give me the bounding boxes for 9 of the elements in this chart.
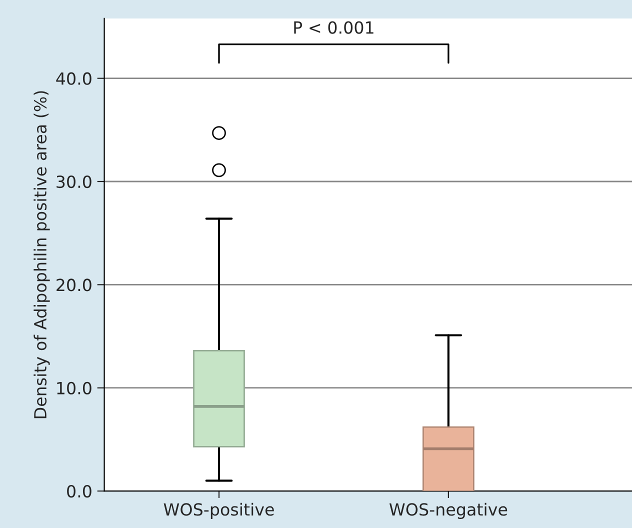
y-axis-title: Density of Adipophilin positive area (%) bbox=[34, 91, 50, 418]
y-tick-label: 30.0 bbox=[56, 175, 92, 188]
annotation: P < 0.001 bbox=[294, 21, 374, 34]
x-tick-label: WOS-positive bbox=[164, 502, 274, 519]
y-tick-label: 10.0 bbox=[57, 382, 92, 394]
y-tick-label: 40.0 bbox=[56, 72, 92, 85]
y-tick-label: 0.0 bbox=[67, 485, 92, 498]
x-tick-label: WOS-negative bbox=[389, 502, 508, 519]
y-tick-label: 20.0 bbox=[56, 278, 92, 292]
